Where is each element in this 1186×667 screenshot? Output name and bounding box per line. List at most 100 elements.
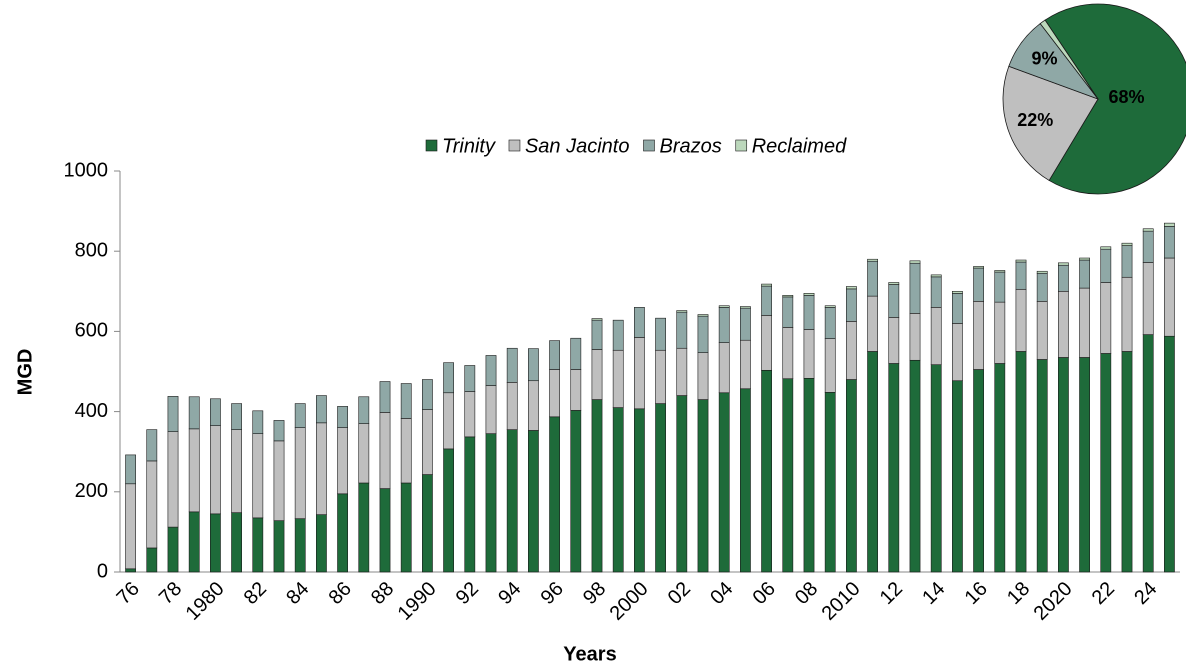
- y-tick-label: 200: [75, 480, 108, 502]
- bar-segment: [379, 488, 391, 573]
- bar-segment: [930, 276, 942, 308]
- x-tick-label: 84: [282, 578, 313, 609]
- bar-segment: [379, 412, 391, 489]
- bar-segment: [1121, 351, 1133, 573]
- bar-segment: [718, 305, 730, 308]
- x-tick-label: 82: [240, 578, 271, 609]
- bar-segment: [1015, 261, 1027, 290]
- x-axis-label: Years: [563, 643, 616, 665]
- x-tick-label: 08: [791, 578, 822, 609]
- bar-segment: [1100, 353, 1112, 573]
- bar-segment: [952, 380, 963, 573]
- bar-segment: [591, 349, 603, 400]
- bar-segment: [846, 379, 857, 573]
- bar-segment: [1164, 257, 1175, 337]
- bar-segment: [846, 286, 857, 290]
- bar-segment: [676, 347, 688, 396]
- bar-segment: [273, 440, 285, 521]
- x-tick-label: 94: [494, 578, 525, 609]
- bar-segment: [443, 362, 454, 394]
- bar-segment: [1121, 242, 1133, 246]
- bar-segment: [824, 305, 836, 308]
- bar-segment: [146, 547, 158, 573]
- bar-segment: [485, 433, 497, 573]
- bar-segment: [570, 337, 582, 370]
- bar-segment: [888, 317, 900, 364]
- bar-segment: [655, 403, 666, 573]
- bar-segment: [994, 271, 1006, 303]
- bar-segment: [1058, 290, 1069, 358]
- y-tick-label: 400: [75, 400, 108, 422]
- bar-segment: [1036, 301, 1048, 360]
- bar-segment: [867, 258, 878, 262]
- bar-segment: [485, 355, 497, 386]
- bar-segment: [294, 427, 306, 519]
- bar-segment: [909, 313, 921, 361]
- x-tick-label: 86: [325, 578, 356, 609]
- y-tick-label: 600: [75, 320, 108, 342]
- bar-segment: [358, 482, 370, 573]
- bar-segment: [676, 311, 688, 349]
- bar-segment: [824, 307, 836, 339]
- bar-segment: [210, 398, 221, 426]
- bar-segment: [422, 379, 433, 410]
- x-tick-label: 12: [876, 578, 907, 609]
- bar-segment: [634, 307, 645, 338]
- bar-segment: [358, 423, 370, 484]
- bar-segment: [994, 301, 1006, 364]
- bar-segment: [443, 392, 454, 450]
- bar-segment: [761, 285, 772, 316]
- bar-segment: [1164, 335, 1175, 573]
- bar-segment: [612, 349, 624, 408]
- bar-segment: [634, 337, 645, 410]
- bar-segment: [718, 307, 730, 343]
- bar-segment: [1142, 230, 1154, 263]
- bar-segment: [294, 518, 306, 573]
- bar-segment: [167, 396, 179, 432]
- bar-segment: [422, 409, 433, 475]
- bar-segment: [994, 363, 1006, 573]
- x-tick-label: 18: [1003, 578, 1034, 609]
- bar-segment: [1100, 248, 1112, 283]
- pie-slice: [1002, 65, 1099, 182]
- bar-segment: [1015, 351, 1027, 573]
- x-tick-label: 24: [1130, 578, 1161, 609]
- bar-segment: [697, 399, 709, 573]
- bar-segment: [252, 410, 264, 434]
- x-tick-label: 16: [961, 578, 992, 609]
- bar-segment: [146, 429, 158, 462]
- y-tick-label: 0: [97, 560, 108, 582]
- bar-segment: [316, 395, 327, 424]
- bar-segment: [528, 430, 539, 573]
- bar-segment: [718, 392, 730, 573]
- bar-segment: [1036, 270, 1048, 274]
- bar-segment: [125, 454, 136, 485]
- pie-label: 9%: [1031, 48, 1057, 68]
- bar-segment: [591, 319, 603, 350]
- bar-segment: [952, 290, 963, 294]
- bar-segment: [952, 323, 963, 382]
- bar-segment: [506, 429, 518, 573]
- bar-segment: [252, 433, 264, 519]
- bar-segment: [1036, 272, 1048, 302]
- bar-segment: [930, 274, 942, 278]
- bar-segment: [1079, 257, 1090, 261]
- bar-segment: [231, 403, 242, 430]
- bar-segment: [400, 418, 412, 484]
- y-tick-label: 1000: [64, 159, 109, 181]
- bar-segment: [888, 363, 900, 573]
- x-tick-label: 88: [367, 578, 398, 609]
- bar-segment: [485, 385, 497, 434]
- bar-segment: [1015, 259, 1027, 263]
- bar-segment: [697, 352, 709, 400]
- bar-segment: [612, 407, 624, 573]
- bar-segment: [252, 517, 264, 573]
- x-tick-label: 1990: [394, 578, 441, 625]
- pie-slice: [1044, 3, 1186, 195]
- bar-segment: [973, 266, 984, 269]
- bar-segment: [782, 327, 794, 380]
- bar-segment: [549, 416, 560, 573]
- bar-segment: [1058, 262, 1069, 266]
- bar-segment: [528, 348, 539, 382]
- x-tick-label: 2010: [818, 578, 865, 625]
